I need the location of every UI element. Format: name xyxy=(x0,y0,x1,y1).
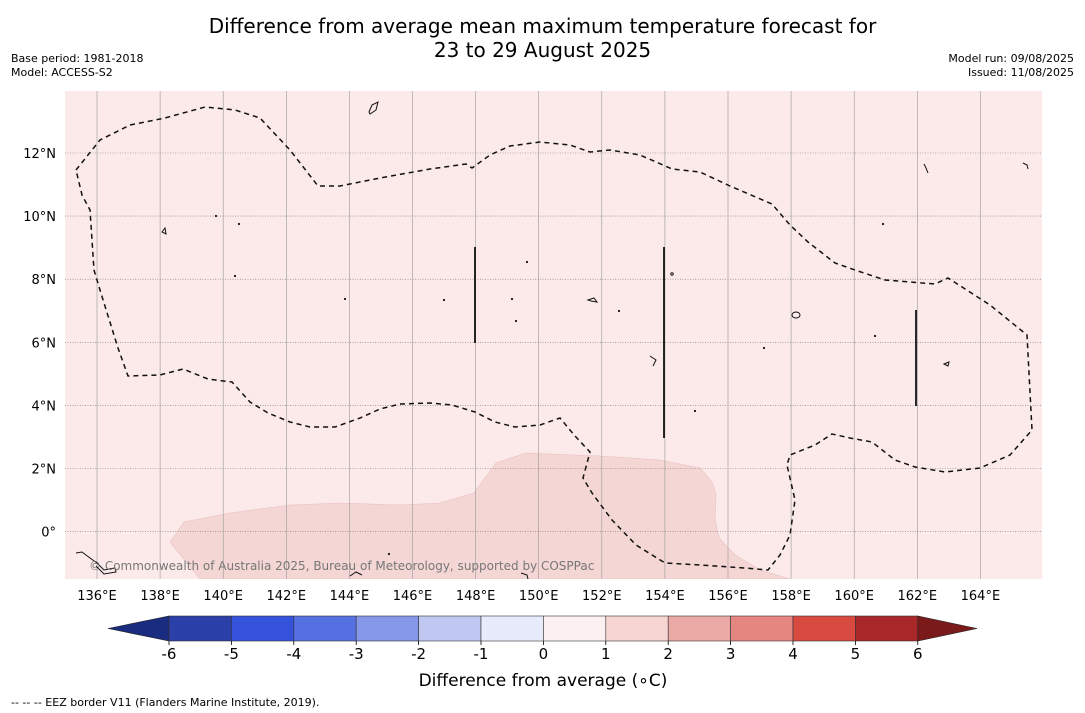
x-tick-label: 144°E xyxy=(330,589,370,604)
colorbar-bin xyxy=(355,615,419,642)
y-tick-label: 6°N xyxy=(32,336,57,351)
warm-anomaly-patch xyxy=(169,452,791,579)
x-tick-label: 156°E xyxy=(708,589,748,604)
island-dot-6 xyxy=(525,260,529,264)
colorbar-over-arrow xyxy=(917,615,978,642)
island-dot-12 xyxy=(873,334,877,338)
colorbar-label: -1 xyxy=(474,645,489,663)
colorbar-bin xyxy=(605,615,669,642)
colorbar-label: 4 xyxy=(788,645,798,663)
colorbar-bin xyxy=(293,615,357,642)
colorbar-label: 1 xyxy=(601,645,611,663)
islands xyxy=(75,101,1029,579)
island-dot-13 xyxy=(881,222,885,226)
meta-right: Model run: 09/08/2025 Issued: 11/08/2025 xyxy=(948,52,1074,80)
colorbar-bin xyxy=(231,615,295,642)
island-dot-9 xyxy=(670,272,674,276)
island-dot-15 xyxy=(387,552,391,556)
colorbar-bin xyxy=(543,615,607,642)
colorbar-label: -2 xyxy=(411,645,426,663)
issued-date: Issued: 11/08/2025 xyxy=(967,66,1074,79)
colorbar-label: 5 xyxy=(851,645,861,663)
y-tick-label: 0° xyxy=(41,526,56,541)
colorbar-bin xyxy=(168,615,232,642)
x-tick-label: 136°E xyxy=(77,589,117,604)
colorbar-bin xyxy=(730,615,794,642)
island-dot-8 xyxy=(514,319,518,323)
colorbar-bin xyxy=(855,615,919,642)
x-tick-label: 138°E xyxy=(140,589,180,604)
meta-left: Base period: 1981-2018 Model: ACCESS-S2 xyxy=(11,52,143,80)
island-dot-11 xyxy=(762,346,766,350)
island-marshall-2 xyxy=(1022,162,1029,170)
x-axis-labels: 136°E 138°E 140°E 142°E 144°E 146°E 148°E 150°E… xyxy=(77,589,1000,604)
colorbar-under-arrow xyxy=(107,615,170,642)
model-name: Model: ACCESS-S2 xyxy=(11,66,113,79)
island-dot-4 xyxy=(343,297,347,301)
copyright-text: © Commonwealth of Australia 2025, Bureau… xyxy=(89,559,594,573)
y-tick-label: 4°N xyxy=(32,399,57,414)
x-tick-label: 164°E xyxy=(961,589,1001,604)
island-dot-10 xyxy=(617,309,621,313)
x-tick-label: 142°E xyxy=(267,589,307,604)
colorbar-bin xyxy=(480,615,544,642)
island-pohnpei xyxy=(791,311,801,319)
island-png-small-2 xyxy=(520,572,529,579)
title-line-2: 23 to 29 August 2025 xyxy=(433,38,652,62)
colorbar-label: 3 xyxy=(726,645,736,663)
model-run: Model run: 09/08/2025 xyxy=(948,52,1074,65)
island-chuuk xyxy=(586,297,599,303)
y-tick-label: 2°N xyxy=(32,463,57,478)
colorbar-bin xyxy=(418,615,482,642)
colorbar-label: -5 xyxy=(224,645,239,663)
island-png-north xyxy=(75,551,117,575)
colorbar-label: 6 xyxy=(913,645,923,663)
title-line-1: Difference from average mean maximum tem… xyxy=(208,14,877,38)
colorbar-bin xyxy=(667,615,731,642)
y-tick-label: 12°N xyxy=(23,147,56,162)
x-tick-label: 160°E xyxy=(834,589,874,604)
eez-border xyxy=(75,106,1033,571)
colorbar-label: -6 xyxy=(162,645,177,663)
x-tick-label: 152°E xyxy=(582,589,622,604)
x-tick-label: 158°E xyxy=(771,589,811,604)
island-dot-2 xyxy=(237,222,241,226)
island-png-small-1 xyxy=(349,571,363,577)
y-axis-labels: 12°N 10°N 8°N 6°N 4°N 2°N 0° xyxy=(23,147,56,541)
island-dot-14 xyxy=(693,409,697,413)
x-tick-label: 148°E xyxy=(456,589,496,604)
x-tick-label: 150°E xyxy=(519,589,559,604)
island-kapingamarangi xyxy=(649,355,657,367)
colorbar: -6 -5 -4 -3 -2 -1 0 1 2 3 4 5 6 xyxy=(107,615,978,663)
y-tick-label: 8°N xyxy=(32,273,57,288)
y-tick-label: 10°N xyxy=(23,210,56,225)
x-tick-label: 140°E xyxy=(203,589,243,604)
map-title: Difference from average mean maximum tem… xyxy=(0,14,1085,62)
x-tick-label: 146°E xyxy=(393,589,433,604)
colorbar-title: Difference from average (∘C) xyxy=(419,671,668,691)
island-dot-1 xyxy=(214,214,218,218)
colorbar-label: -4 xyxy=(286,645,301,663)
colorbar-bin xyxy=(792,615,856,642)
island-yap xyxy=(161,226,167,235)
base-period: Base period: 1981-2018 xyxy=(11,52,144,65)
island-marshall-1 xyxy=(923,163,929,174)
island-dot-5 xyxy=(442,298,446,302)
eez-footnote: -- -- -- EEZ border V11 (Flanders Marine… xyxy=(11,696,320,709)
x-tick-label: 154°E xyxy=(645,589,685,604)
island-dot-7 xyxy=(510,297,514,301)
colorbar-label: -3 xyxy=(349,645,364,663)
colorbar-label: 2 xyxy=(663,645,673,663)
island-kosrae xyxy=(942,361,950,367)
island-dot-3 xyxy=(233,274,237,278)
x-tick-label: 162°E xyxy=(898,589,938,604)
island-guam xyxy=(368,101,379,115)
colorbar-label: 0 xyxy=(539,645,549,663)
